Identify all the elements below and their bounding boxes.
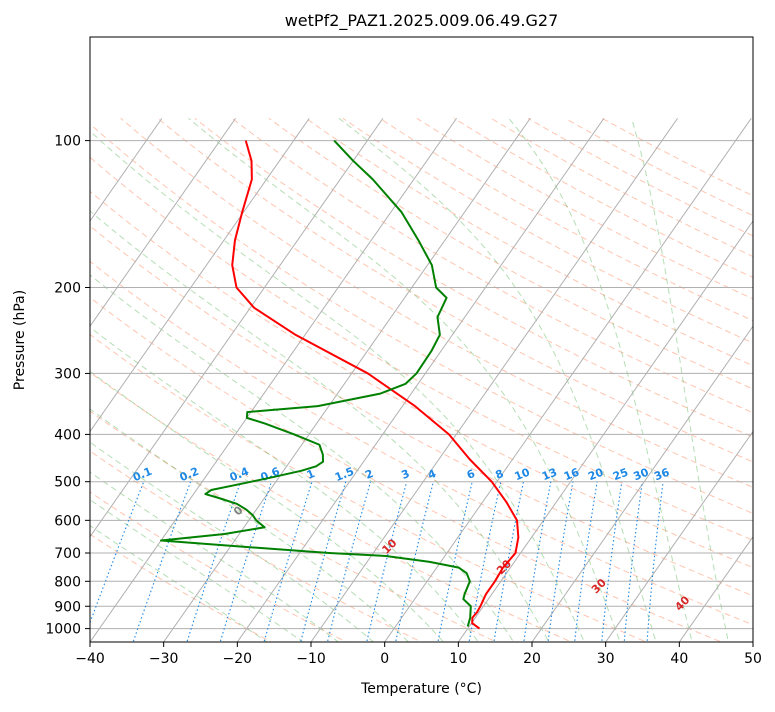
isotherm-line: [310, 117, 679, 642]
dry-adiabat-label: -20: [0, 461, 14, 485]
y-tick-label: 900: [54, 599, 81, 615]
moist-adiabat-line: [90, 525, 268, 642]
y-tick-label: 300: [54, 366, 81, 382]
mixing-ratio-line: [300, 481, 347, 642]
moist-adiabat-line: [90, 499, 304, 642]
isotherm-line: [605, 430, 753, 642]
mixing-ratio-label: 3: [399, 467, 411, 482]
dry-adiabat-line: [90, 156, 753, 541]
y-tick-label: 600: [54, 513, 81, 529]
mixing-ratio-line: [366, 481, 408, 642]
x-tick-label: −30: [149, 651, 179, 667]
isotherm-line: [90, 117, 237, 328]
mixing-ratio-label: 1: [305, 467, 317, 482]
mixing-ratio-line: [395, 481, 434, 642]
isotherm-line: [90, 117, 310, 433]
mixing-ratio-label: 10: [513, 465, 532, 483]
mixing-ratio-label: 36: [652, 465, 671, 483]
isotherm-line: [90, 117, 458, 642]
y-tick-label: 500: [54, 475, 81, 491]
isotherm-line: [90, 117, 163, 222]
mixing-ratio-line: [646, 481, 664, 642]
mixing-ratio-line: [493, 481, 524, 642]
mixing-ratio-label: 20: [586, 465, 605, 483]
dry-adiabat-line: [305, 117, 753, 367]
mixing-ratio-line: [219, 481, 272, 642]
moist-adiabat-line: [631, 118, 729, 642]
mixing-ratio-line: [263, 481, 313, 642]
mixing-ratio-line: [623, 481, 643, 642]
x-tick-label: −10: [296, 651, 326, 667]
x-tick-label: 50: [744, 651, 762, 667]
isotherm-line: [236, 117, 605, 642]
mixing-ratio-label: 13: [540, 466, 559, 484]
dry-adiabat-line: [90, 491, 348, 642]
mixing-ratio-line: [437, 481, 473, 642]
isotherm-line: [384, 117, 752, 642]
moist-adiabat-line: [90, 274, 515, 642]
chart-title: wetPf2_PAZ1.2025.009.06.49.G27: [285, 11, 559, 31]
mixing-ratio-label: 30: [632, 465, 651, 483]
moist-adiabat-line: [90, 130, 585, 642]
moist-adiabat-line: [90, 326, 480, 642]
x-tick-label: 40: [670, 651, 688, 667]
mixing-ratio-label: 16: [562, 465, 581, 483]
mixing-ratio-label: 8: [493, 467, 505, 482]
mixing-ratio-line: [326, 481, 372, 642]
y-tick-label: 800: [54, 574, 81, 590]
dry-adiabat-line: [90, 123, 753, 514]
mixing-ratio-line: [547, 481, 574, 642]
y-tick-label: 100: [54, 134, 81, 150]
dry-adiabat-line: [194, 117, 753, 438]
temperature-profile-line: [231, 140, 520, 630]
isotherm-line: [163, 117, 531, 642]
mixing-ratio-label: 2: [363, 467, 375, 482]
x-tick-label: −40: [75, 651, 105, 667]
moist-adiabat-line: [90, 441, 375, 642]
mixing-ratio-line: [90, 481, 145, 625]
x-axis-label: Temperature (°C): [360, 681, 482, 697]
mixing-ratio-line: [523, 481, 552, 642]
mixing-ratio-label: 25: [611, 466, 630, 484]
x-tick-label: 10: [449, 651, 467, 667]
moist-adiabat-line: [90, 210, 550, 642]
y-tick-label: 200: [54, 281, 81, 297]
dry-adiabat-line: [90, 225, 753, 597]
mixing-ratio-line: [132, 481, 192, 642]
dry-adiabat-line: [90, 371, 573, 642]
plot-area: 0.10.20.40.611.52346810131620253036-100-…: [0, 37, 753, 642]
mixing-ratio-line: [186, 481, 242, 642]
plot-frame: [89, 36, 754, 643]
dry-adiabat-line: [90, 260, 753, 626]
mixing-ratio-line: [574, 481, 598, 642]
isotherm-line: [678, 535, 753, 642]
dry-adiabat-line: [90, 410, 498, 642]
y-tick-label: 400: [54, 427, 81, 443]
mixing-ratio-line: [468, 481, 502, 642]
dry-adiabat-line: [90, 333, 648, 642]
dewpoint-profile-line: [160, 139, 472, 627]
x-tick-label: 30: [597, 651, 615, 667]
dry-adiabat-line: [120, 117, 753, 488]
axes: −40 −30 −20 −10 0 10 20 30 40 50 100 200 300 400 500 60…: [45, 36, 762, 667]
x-tick-label: 0: [380, 651, 389, 667]
dry-adiabat-line: [90, 533, 273, 642]
dry-adiabat-line: [90, 450, 423, 642]
plot-background: [90, 37, 753, 642]
y-tick-label: 1000: [45, 622, 81, 638]
y-axis-label: Pressure (hPa): [12, 290, 28, 390]
isotherm-line: [531, 325, 753, 642]
dry-adiabat-line: [90, 296, 723, 642]
y-tick-label: 700: [54, 546, 81, 562]
x-tick-label: −20: [223, 651, 253, 667]
dry-adiabat-line: [268, 117, 753, 390]
x-tick-label: 20: [523, 651, 541, 667]
isotherm-line: [457, 220, 753, 642]
mixing-ratio-line: [601, 481, 623, 642]
isotherm-line: [90, 117, 384, 538]
moist-adiabat-line: [508, 117, 693, 642]
